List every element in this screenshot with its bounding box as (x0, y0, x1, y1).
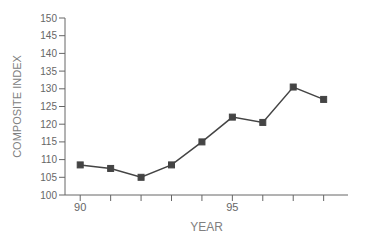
svg-text:100: 100 (40, 190, 57, 201)
svg-text:130: 130 (40, 83, 57, 94)
svg-text:115: 115 (41, 136, 57, 147)
svg-text:COMPOSITE INDEX: COMPOSITE INDEX (11, 55, 23, 158)
svg-text:140: 140 (40, 48, 57, 59)
svg-text:145: 145 (40, 30, 57, 41)
svg-text:105: 105 (40, 172, 57, 183)
svg-text:YEAR: YEAR (190, 220, 223, 234)
svg-text:125: 125 (40, 101, 57, 112)
svg-text:95: 95 (226, 201, 238, 213)
svg-text:150: 150 (40, 13, 57, 24)
svg-text:135: 135 (40, 66, 57, 77)
svg-text:120: 120 (40, 119, 57, 130)
svg-text:110: 110 (41, 154, 57, 165)
svg-text:90: 90 (74, 201, 86, 213)
